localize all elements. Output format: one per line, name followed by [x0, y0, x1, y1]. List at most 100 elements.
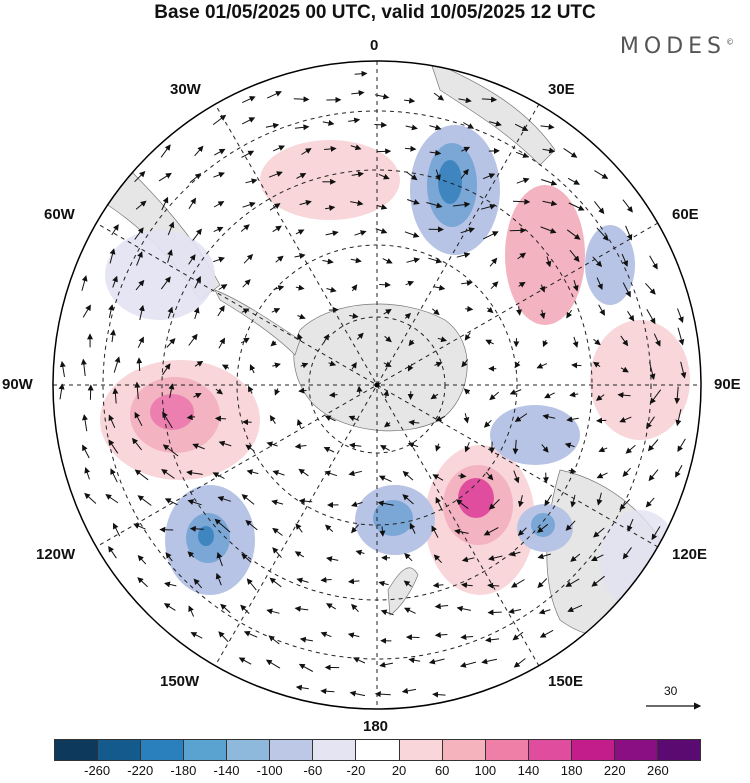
colorbar-tick-label: -20 [346, 763, 366, 778]
wind-vector [82, 444, 90, 459]
wind-vector [326, 286, 337, 293]
wind-vector [406, 257, 421, 264]
wind-vector [508, 608, 522, 614]
wind-vector [460, 227, 475, 234]
colorbar-tick-label: 220 [603, 763, 626, 778]
wind-vector [350, 257, 362, 264]
wind-vector [430, 393, 439, 400]
colorbar-segment [141, 740, 185, 760]
wind-vector [82, 414, 88, 432]
wind-vector [402, 494, 414, 505]
wind-vector [272, 145, 286, 152]
anomaly-blue-mid-3 [373, 500, 413, 536]
wind-vector [649, 389, 662, 405]
wind-vector [431, 525, 439, 538]
wind-vector [461, 582, 473, 589]
wind-vector [218, 631, 229, 643]
wind-vector [489, 257, 498, 267]
wind-vector [137, 336, 144, 348]
wind-vector [160, 276, 171, 290]
wind-vector [537, 553, 551, 560]
anomaly-blue-dark-2 [198, 526, 214, 546]
wind-vector [193, 392, 202, 399]
wind-vector [536, 363, 548, 369]
wind-vector [166, 338, 176, 348]
wind-vector [377, 500, 394, 507]
wind-vector [518, 281, 526, 288]
wind-vector [380, 445, 390, 451]
wind-vector [160, 144, 171, 158]
wind-vector [455, 499, 469, 510]
wind-vector [649, 255, 658, 270]
wind-vector [324, 145, 337, 152]
wind-vector [108, 545, 117, 559]
wind-vector [617, 392, 631, 399]
wind-vector [426, 202, 443, 209]
wind-vector [645, 497, 655, 508]
wind-vector [221, 364, 230, 371]
wind-vector [322, 258, 334, 265]
anomaly-magenta-1 [150, 394, 194, 430]
anomaly-lavender-1 [105, 230, 215, 320]
wind-vector [651, 526, 661, 541]
wind-vector [489, 120, 502, 127]
wind-vector [463, 413, 470, 424]
wind-vector [434, 361, 443, 368]
wind-vector [537, 523, 549, 533]
wind-vector [350, 361, 357, 370]
wind-vector [517, 252, 527, 260]
wind-vector [485, 636, 500, 643]
wind-vector [297, 313, 306, 320]
anomaly-pink-5 [590, 320, 690, 440]
map-title: Base 01/05/2025 00 UTC, valid 10/05/2025… [154, 2, 596, 23]
wind-vector [213, 226, 224, 233]
wind-vector [480, 203, 497, 210]
wind-vector [167, 249, 173, 263]
wind-vector [431, 308, 440, 316]
wind-vector [162, 363, 171, 376]
wind-vector [294, 443, 307, 450]
wind-vector [241, 553, 252, 563]
wind-vector [356, 332, 364, 340]
wind-vector [408, 339, 415, 347]
wind-vector [162, 411, 173, 429]
wind-vector [268, 171, 283, 178]
wind-vector [382, 258, 393, 264]
wind-vector [461, 359, 469, 368]
wind-vector [354, 70, 368, 77]
wind-vector [542, 413, 556, 420]
wind-vector [323, 333, 330, 344]
wind-vector [137, 495, 152, 506]
wind-vector [516, 177, 530, 184]
africa-land [429, 61, 556, 166]
wind-vector [464, 332, 471, 341]
wind-vector [401, 687, 417, 694]
wind-vector [270, 340, 277, 347]
wind-vector [351, 90, 365, 97]
colorbar-tick-label: -260 [84, 763, 111, 778]
wind-vector [595, 394, 605, 401]
wind-vector [241, 308, 250, 314]
colorbar-tick-label: -220 [127, 763, 154, 778]
wind-vector [482, 173, 496, 180]
lon-label-90w: 90W [2, 376, 33, 393]
wind-vector [647, 439, 659, 452]
wind-vector [194, 276, 201, 289]
wind-vector [622, 467, 631, 477]
wind-vector [188, 197, 197, 210]
wind-vector [294, 253, 306, 259]
wind-vector [194, 145, 204, 157]
colorbar-segment [270, 740, 314, 760]
wind-vector [489, 391, 500, 401]
colorbar-ticks: -260 -220 -180 -140 -100 -60 -20 20 60 100 140 180 2… [54, 763, 701, 781]
wind-vector [186, 469, 203, 476]
wind-vector [434, 603, 449, 610]
wind-vector [134, 381, 141, 400]
wind-vector [483, 419, 492, 428]
new-zealand-land [387, 567, 419, 616]
wind-vector [405, 145, 417, 152]
wind-vector [384, 421, 391, 428]
wind-vector [220, 603, 231, 614]
wind-vector [320, 631, 332, 638]
map-boundary-circle [52, 60, 702, 710]
